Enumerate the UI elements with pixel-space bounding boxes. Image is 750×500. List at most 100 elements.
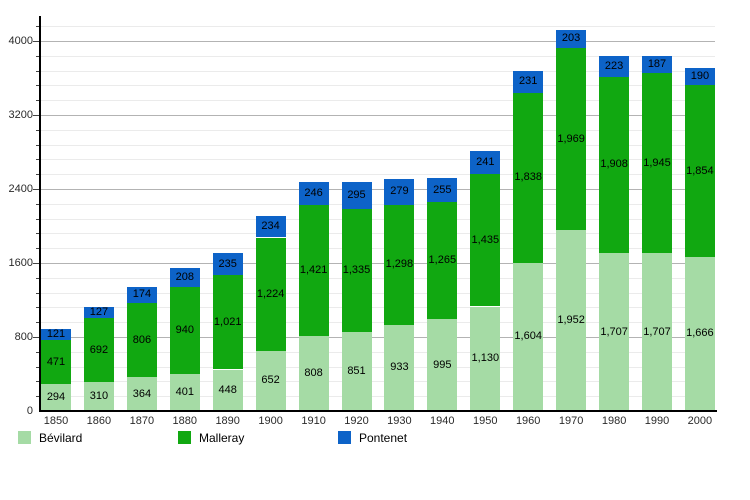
minor-gridline: [40, 396, 715, 398]
bar-segment-pontenet-1970: [556, 29, 587, 49]
y-tick-label: 0: [26, 405, 33, 417]
minor-gridline: [40, 26, 715, 28]
y-minor-tick: [36, 307, 40, 309]
bar-segment-malleray-1910: [298, 204, 329, 337]
minor-gridline: [40, 277, 715, 279]
minor-gridline: [40, 292, 715, 294]
bar-segment-bevilard-1860: [83, 382, 114, 411]
y-minor-tick: [36, 292, 40, 294]
minor-gridline: [40, 233, 715, 235]
bar-segment-pontenet-1930: [384, 178, 415, 205]
bar-segment-malleray-1930: [384, 204, 415, 325]
x-tick-label: 1950: [473, 415, 498, 427]
x-tick-label: 1890: [215, 415, 240, 427]
x-tick-label: 1990: [644, 415, 670, 427]
bar-segment-pontenet-1870: [126, 286, 157, 303]
y-tick-label: 4000: [8, 35, 33, 47]
bar-segment-malleray-1870: [126, 302, 157, 378]
y-tick-label: 2400: [8, 183, 33, 195]
y-minor-tick: [36, 366, 40, 368]
bar-segment-malleray-1900: [255, 237, 286, 351]
x-tick-label: 1900: [258, 415, 283, 427]
major-gridline: [40, 189, 715, 190]
x-tick-label: 1870: [129, 415, 155, 427]
y-minor-tick: [36, 100, 40, 102]
legend-label: Malleray: [199, 431, 245, 445]
bar-segment-pontenet-1860: [83, 306, 114, 319]
bar-segment-malleray-1850: [41, 340, 71, 384]
bar-segment-bevilard-1960: [513, 262, 544, 411]
y-tick-label: 800: [14, 331, 33, 343]
bar-segment-bevilard-1950: [470, 306, 501, 411]
bar-segment-malleray-2000: [684, 85, 715, 257]
y-minor-tick: [36, 129, 40, 131]
y-tick-label: 1600: [8, 257, 33, 269]
bar-segment-pontenet-2000: [684, 67, 715, 86]
bar-segment-pontenet-1940: [427, 178, 458, 202]
x-tick-label: 1980: [601, 415, 627, 427]
legend-label: Pontenet: [359, 431, 408, 445]
bar-segment-pontenet-1900: [255, 215, 286, 238]
bar-segment-malleray-1880: [169, 287, 200, 374]
bar-segment-bevilard-1870: [126, 377, 157, 411]
y-minor-tick: [36, 322, 40, 324]
x-tick-label: 1940: [430, 415, 455, 427]
y-minor-tick: [36, 144, 40, 146]
minor-gridline: [40, 351, 715, 353]
bar-segment-pontenet-1920: [341, 181, 372, 209]
y-major-tick: [33, 263, 40, 264]
x-tick-label: 1960: [515, 415, 541, 427]
minor-gridline: [40, 55, 715, 57]
bar-segment-malleray-1860: [83, 318, 114, 383]
bar-segment-pontenet-1950: [470, 151, 501, 174]
bar-segment-malleray-1940: [427, 201, 458, 319]
minor-gridline: [40, 218, 715, 220]
bar-segment-pontenet-1980: [599, 56, 630, 77]
y-minor-tick: [36, 218, 40, 220]
bar-segment-pontenet-1890: [212, 253, 243, 276]
y-minor-tick: [36, 55, 40, 57]
bar-segment-bevilard-1990: [642, 253, 672, 411]
y-minor-tick: [36, 85, 40, 87]
bar-segment-bevilard-1850: [41, 383, 71, 411]
legend-swatch-icon: [338, 431, 351, 444]
x-tick-label: 1930: [387, 415, 412, 427]
minor-gridline: [40, 322, 715, 324]
bar-segment-pontenet-1910: [298, 182, 329, 205]
bar-segment-pontenet-1960: [513, 71, 544, 93]
minor-gridline: [40, 174, 715, 176]
x-tick-label: 1910: [301, 415, 326, 427]
major-gridline: [40, 115, 715, 116]
x-tick-label: 1970: [558, 415, 584, 427]
minor-gridline: [40, 144, 715, 146]
y-minor-tick: [36, 70, 40, 72]
bar-segment-malleray-1980: [599, 76, 630, 254]
bar-segment-bevilard-1980: [599, 253, 630, 411]
x-tick-label: 1860: [86, 415, 112, 427]
bar-segment-malleray-1890: [212, 275, 243, 370]
bar-segment-pontenet-1990: [642, 55, 672, 74]
x-tick-label: 1880: [172, 415, 198, 427]
y-minor-tick: [36, 159, 40, 161]
bar-segment-bevilard-1970: [556, 230, 587, 411]
minor-gridline: [40, 129, 715, 131]
y-major-tick: [33, 337, 40, 338]
bar-segment-bevilard-1930: [384, 324, 415, 411]
x-axis: [39, 410, 717, 412]
y-major-tick: [33, 115, 40, 116]
bar-segment-malleray-1950: [470, 173, 501, 307]
bar-segment-malleray-1970: [556, 48, 587, 231]
major-gridline: [40, 337, 715, 338]
bar-segment-bevilard-1890: [212, 369, 243, 411]
y-minor-tick: [36, 233, 40, 235]
y-minor-tick: [36, 174, 40, 176]
y-minor-tick: [36, 277, 40, 279]
bar-segment-malleray-1960: [513, 92, 544, 263]
bar-segment-pontenet-1850: [41, 329, 71, 341]
y-minor-tick: [36, 203, 40, 205]
y-major-tick: [33, 189, 40, 190]
y-minor-tick: [36, 381, 40, 383]
y-minor-tick: [36, 396, 40, 398]
minor-gridline: [40, 366, 715, 368]
